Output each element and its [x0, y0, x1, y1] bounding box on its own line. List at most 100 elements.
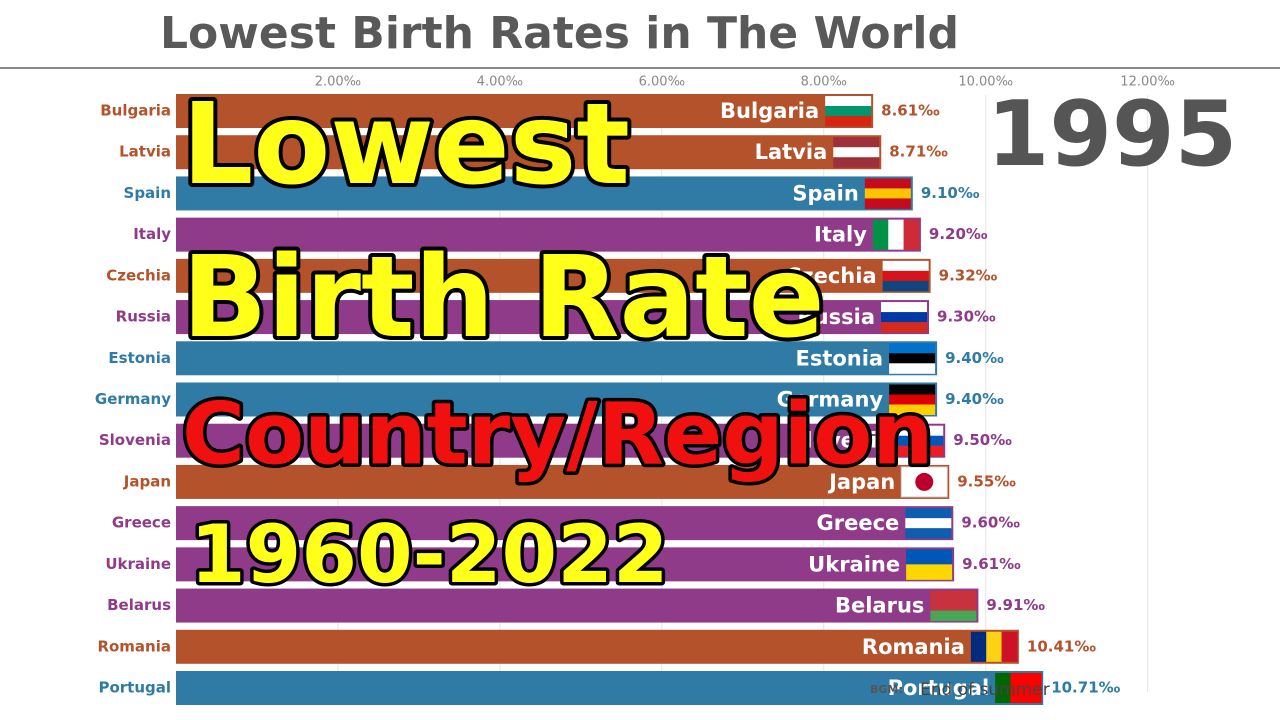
flag-stripe: [825, 106, 872, 117]
credit-label: BGM:: [870, 683, 903, 696]
value-label: 9.60‰: [961, 514, 1020, 532]
bar: [176, 629, 1019, 664]
y-tick-label: Czechia: [106, 266, 171, 284]
bar: [176, 94, 874, 128]
y-tick-label: Estonia: [108, 349, 171, 367]
y-tick-label: Ukraine: [105, 555, 171, 573]
flag-stripe: [1025, 673, 1042, 703]
overlay-title: Country/Region: [182, 384, 934, 484]
flag: [900, 466, 948, 498]
bar: [176, 588, 979, 623]
flag-stripe: [888, 219, 905, 250]
flag-stripe: [825, 116, 872, 127]
value-label: 9.32‰: [939, 266, 998, 284]
x-tick-label: 6.00‰: [639, 75, 685, 90]
flag-disc: [915, 472, 934, 491]
flag: [995, 673, 1042, 703]
overlay-title: Lowest: [182, 80, 630, 210]
flag-stripe: [889, 363, 936, 374]
bar: [176, 341, 938, 376]
flag-stripe: [889, 384, 936, 395]
value-label: 9.30‰: [937, 308, 996, 326]
bar-name: Romania: [862, 635, 965, 659]
y-tick-label: Bulgaria: [100, 102, 171, 120]
flag-stripe: [889, 404, 936, 415]
flag-stripe: [905, 518, 952, 529]
value-label: 10.41‰: [1027, 637, 1096, 655]
credit-song: End of summer: [920, 680, 1050, 700]
value-label: 8.61‰: [881, 102, 940, 120]
flag-stripe: [864, 178, 911, 189]
flag-stripe: [833, 137, 880, 148]
flag: [881, 302, 928, 333]
y-tick-label: Belarus: [107, 596, 171, 614]
bar: [176, 135, 882, 170]
y-tick-label: Romania: [97, 637, 171, 655]
bar-name: Ukraine: [808, 552, 900, 576]
flag-stripe: [889, 353, 936, 364]
flag-stripe: [882, 260, 929, 272]
flag-stripe: [864, 188, 911, 199]
flag-stripe: [825, 96, 872, 107]
flag-stripe: [970, 631, 987, 662]
flag-stripe: [906, 549, 953, 565]
bar-name: Portugal: [888, 676, 990, 700]
bar: [176, 217, 921, 252]
flag-stripe: [882, 280, 929, 292]
flag: [905, 508, 952, 539]
flag: [897, 425, 944, 457]
flag: [872, 219, 920, 250]
flag-stripe: [986, 631, 1003, 662]
bar: [176, 671, 1044, 705]
flag-stripe: [889, 394, 936, 405]
y-tick-label: Germany: [95, 390, 171, 408]
value-label: 9.61‰: [962, 555, 1021, 573]
bar-name: Latvia: [755, 140, 828, 164]
flag-stripe: [833, 147, 880, 158]
bar-name: Czechia: [786, 264, 877, 288]
bar: [176, 382, 938, 417]
flag-stripe: [906, 564, 953, 580]
flag-stripe: [897, 445, 944, 457]
x-tick-label: 4.00‰: [477, 75, 523, 90]
overlay-title: Birth Rate: [182, 233, 825, 363]
flag-stripe: [897, 425, 944, 437]
flag: [970, 631, 1018, 662]
bar-name: Estonia: [795, 346, 883, 370]
flag-stripe: [903, 219, 920, 250]
flag-stripe: [881, 302, 928, 313]
bar-name: Greece: [817, 511, 900, 535]
chart-title: Lowest Birth Rates in The World: [160, 8, 959, 59]
y-tick-label: Latvia: [119, 143, 171, 161]
bar: [176, 300, 930, 335]
flag-stripe: [889, 343, 936, 354]
flag: [906, 549, 953, 580]
bar-name: Germany: [777, 388, 884, 412]
value-label: 9.40‰: [945, 390, 1004, 408]
year-label: 1995: [987, 82, 1238, 187]
flag-stripe: [995, 673, 1012, 703]
flag: [930, 590, 977, 622]
flag-stripe: [897, 435, 944, 447]
value-label: 9.50‰: [953, 431, 1012, 449]
bar: [176, 464, 950, 499]
flag-stripe: [833, 157, 880, 168]
flag-stripe: [1001, 631, 1018, 662]
overlay-title: 1960-2022: [190, 508, 669, 601]
value-label: 9.20‰: [929, 225, 988, 243]
x-tick-label: 2.00‰: [315, 75, 361, 90]
flag: [889, 343, 936, 374]
value-label: 10.71‰: [1051, 679, 1120, 697]
flag-stripe: [930, 600, 977, 612]
flag-stripe: [930, 610, 977, 622]
flag-stripe: [881, 312, 928, 323]
bar-name: Spain: [792, 181, 858, 205]
flag-stripe: [1010, 673, 1027, 703]
flag-stripe: [872, 219, 889, 250]
y-tick-label: Russia: [116, 308, 171, 326]
bar: [176, 547, 955, 582]
y-tick-label: Italy: [133, 225, 171, 243]
y-tick-label: Slovenia: [99, 431, 171, 449]
flag: [833, 137, 880, 168]
